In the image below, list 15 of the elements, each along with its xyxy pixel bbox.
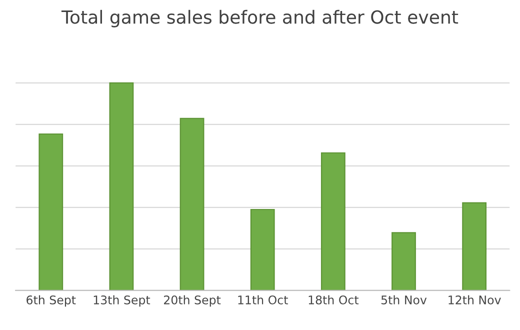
bar: [320, 152, 346, 290]
x-tick-label: 13th Sept: [94, 295, 150, 307]
bar: [180, 118, 204, 290]
bar: [109, 82, 134, 290]
x-tick-label: 6th Sept: [26, 295, 76, 307]
x-tick-label: 5th Nov: [381, 295, 427, 304]
bar: [462, 202, 487, 290]
bar: [38, 133, 64, 290]
chart-title: Total game sales before and after Oct event: [61, 10, 458, 28]
x-tick-label: 20th Sept: [164, 295, 221, 307]
bar: [250, 208, 275, 290]
x-tick-label: 11th Oct: [238, 295, 288, 304]
x-tick-label: 12th Nov: [448, 295, 501, 304]
x-tick-label: 18th Oct: [308, 295, 359, 304]
bar: [392, 232, 416, 290]
